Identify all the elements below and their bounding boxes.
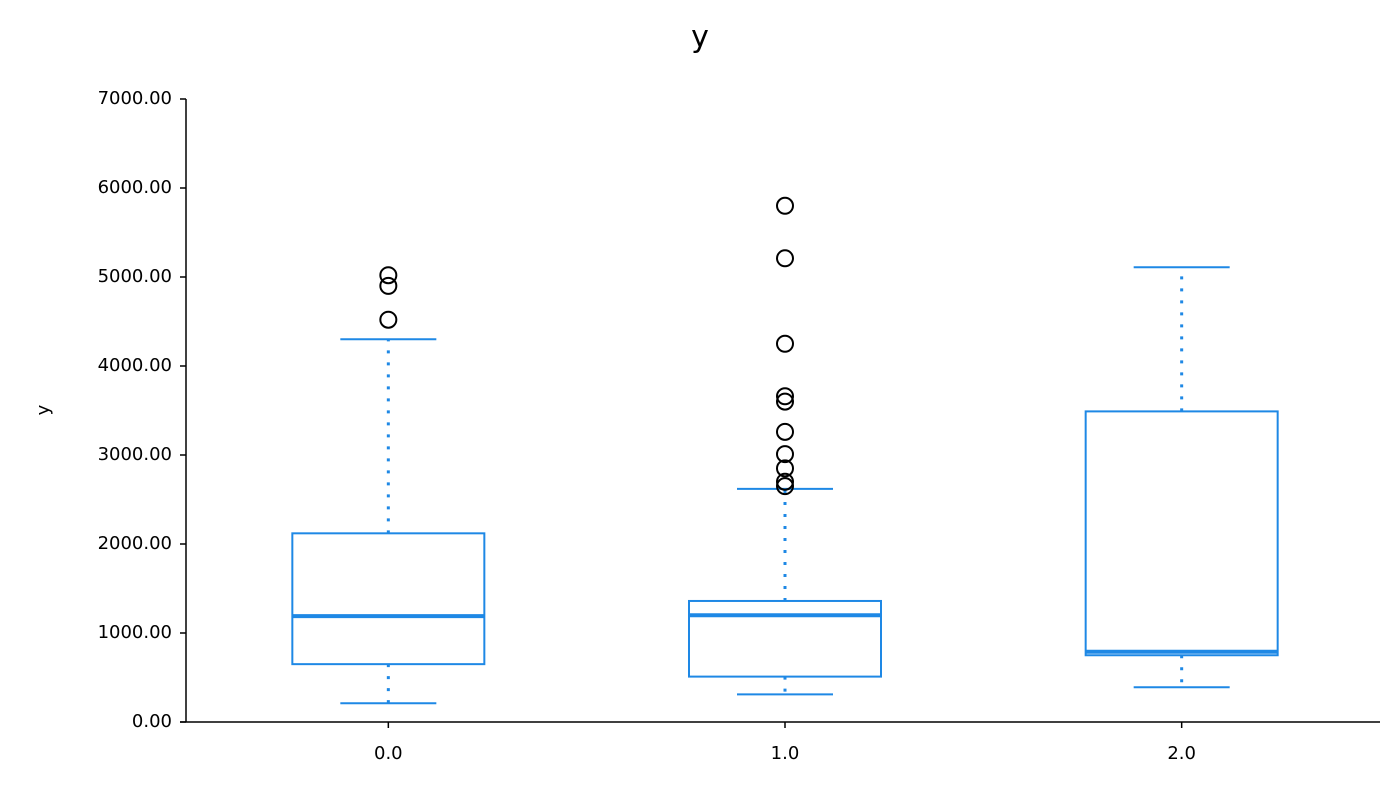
outlier: [776, 196, 794, 215]
outlier: [379, 276, 398, 295]
outlier: [776, 422, 794, 441]
y-tick-label: 1000.00: [98, 622, 172, 643]
outlier: [776, 334, 794, 353]
y-tick-label: 5000.00: [98, 266, 172, 287]
y-tick-label: 4000.00: [98, 355, 172, 376]
x-tick-label: 1.0: [771, 743, 800, 764]
outlier: [776, 459, 794, 478]
box: [1084, 410, 1279, 657]
outlier: [776, 392, 794, 411]
y-tick-label: 3000.00: [98, 444, 172, 465]
outlier: [379, 266, 398, 285]
box: [291, 532, 486, 666]
outlier: [776, 477, 794, 496]
y-tick-label: 2000.00: [98, 533, 172, 554]
x-tick-label: 0.0: [374, 743, 403, 764]
y-tick-label: 7000.00: [98, 88, 172, 109]
y-axis-label: y: [33, 404, 54, 415]
y-tick-label: 6000.00: [98, 177, 172, 198]
x-tick-label: 2.0: [1167, 743, 1196, 764]
outlier: [776, 387, 794, 406]
outlier: [776, 445, 794, 464]
chart-title: y: [691, 20, 709, 55]
y-tick-label: 0.00: [132, 711, 172, 732]
outlier: [379, 310, 398, 329]
box: [688, 599, 882, 678]
outlier: [776, 472, 794, 491]
outlier: [776, 249, 794, 268]
